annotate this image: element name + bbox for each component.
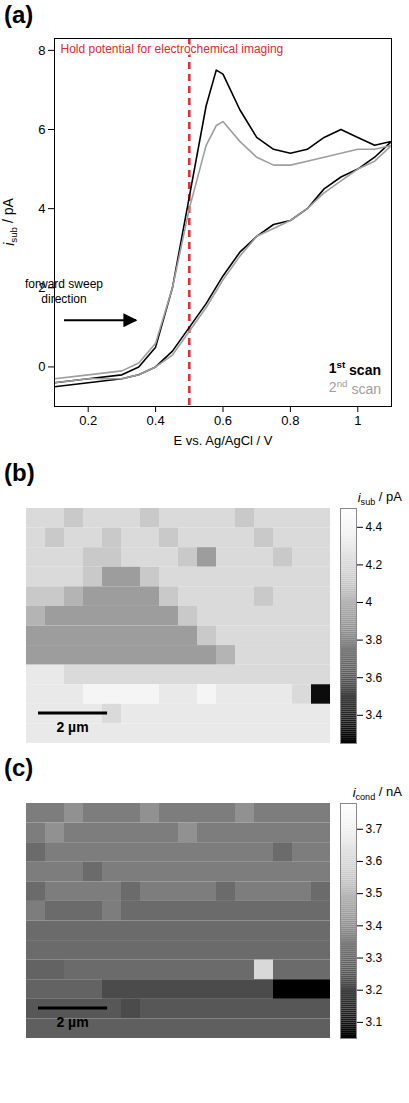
svg-text:isub / pA: isub / pA [358,489,403,507]
svg-text:3.3: 3.3 [366,951,383,965]
svg-text:2 µm: 2 µm [56,1014,88,1030]
svg-text:3.4: 3.4 [366,708,383,722]
svg-text:4.4: 4.4 [366,520,383,534]
svg-text:6: 6 [38,122,45,137]
svg-text:isub / pA: isub / pA [0,197,19,245]
svg-text:4: 4 [366,595,373,609]
svg-text:1: 1 [354,413,361,428]
svg-text:3.5: 3.5 [366,886,383,900]
svg-text:E vs. Ag/AgCl / V: E vs. Ag/AgCl / V [174,433,273,448]
svg-text:3.8: 3.8 [366,633,383,647]
svg-text:0: 0 [38,359,45,374]
svg-text:3.7: 3.7 [366,822,383,836]
svg-text:3.6: 3.6 [366,671,383,685]
svg-text:2nd scan: 2nd scan [329,378,381,397]
svg-text:3.1: 3.1 [366,1015,383,1029]
svg-text:2 µm: 2 µm [56,719,88,735]
svg-text:0.4: 0.4 [147,413,165,428]
svg-text:1st scan: 1st scan [329,359,381,378]
svg-text:direction: direction [41,292,86,306]
svg-text:3.6: 3.6 [366,854,383,868]
svg-text:3.2: 3.2 [366,983,383,997]
html-text:(a): (a) [4,1,34,28]
svg-text:4.2: 4.2 [366,558,383,572]
svg-text:4: 4 [38,201,45,216]
svg-text:3.4: 3.4 [366,919,383,933]
svg-text:0.8: 0.8 [281,413,299,428]
svg-text:forward sweep: forward sweep [25,277,103,291]
html-text:(c): (c) [4,754,34,781]
svg-text:icond / nA: icond / nA [353,784,403,802]
svg-text:0.2: 0.2 [79,413,97,428]
svg-text:0.6: 0.6 [214,413,232,428]
html-text:(b): (b) [4,459,35,486]
svg-text:Hold potential for electrochem: Hold potential for electrochemical imagi… [61,42,284,56]
svg-text:8: 8 [38,43,45,58]
